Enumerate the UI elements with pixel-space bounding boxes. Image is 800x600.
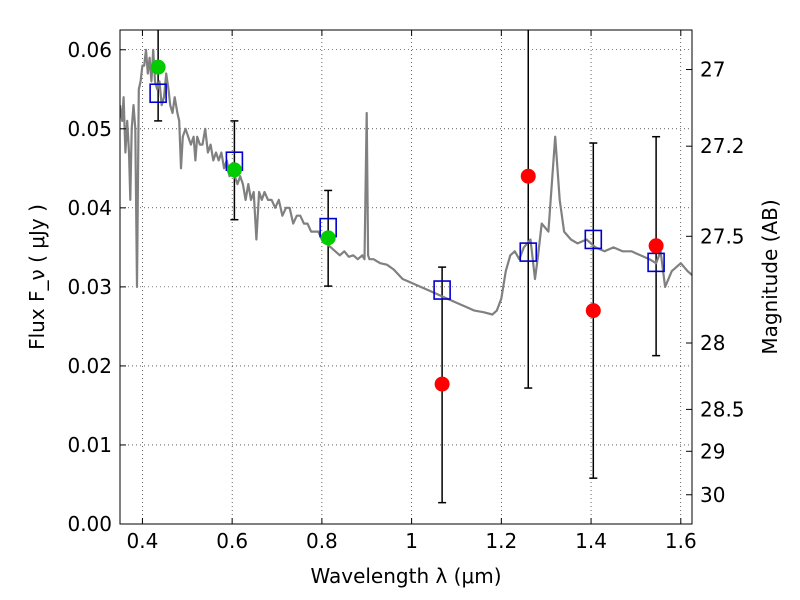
red-point bbox=[434, 376, 450, 392]
y-tick-label: 0.05 bbox=[67, 117, 112, 141]
model-square-point bbox=[433, 280, 451, 300]
y-tick-label: 0.01 bbox=[67, 433, 112, 457]
plot-background bbox=[120, 30, 692, 524]
y2-tick-label: 28 bbox=[700, 331, 725, 355]
y-tick-label: 0.04 bbox=[67, 196, 112, 220]
y-tick-label: 0.00 bbox=[67, 512, 112, 536]
green-point bbox=[226, 162, 242, 178]
red-point bbox=[648, 238, 664, 254]
model-square-point bbox=[149, 83, 167, 104]
red-point bbox=[585, 303, 601, 319]
x-tick-label: 0.4 bbox=[127, 529, 159, 553]
x-tick-label: 1.2 bbox=[485, 529, 517, 553]
x-tick-label: 1.4 bbox=[575, 529, 607, 553]
plot-frame bbox=[119, 29, 693, 525]
x-tick-label: 0.8 bbox=[306, 529, 338, 553]
y-tick-label: 0.02 bbox=[67, 354, 112, 378]
y2-tick-label: 27.2 bbox=[700, 134, 745, 158]
y2-tick-label: 27 bbox=[700, 58, 725, 82]
green-point bbox=[150, 59, 166, 75]
red-point bbox=[520, 168, 536, 184]
model-square-point bbox=[584, 229, 603, 250]
x-tick-label: 1 bbox=[405, 529, 418, 553]
y-axis-title: Flux F_ν ( μJy ) bbox=[25, 204, 49, 350]
x-axis-title: Wavelength λ (μm) bbox=[310, 564, 501, 588]
y-tick-label: 0.03 bbox=[67, 275, 112, 299]
y-tick-label: 0.06 bbox=[67, 38, 112, 62]
y2-tick-label: 29 bbox=[700, 439, 725, 463]
y2-axis-title: Magnitude (AB) bbox=[758, 199, 782, 354]
plot-area bbox=[120, 30, 692, 504]
green-point bbox=[320, 230, 336, 246]
y2-tick-label: 28.5 bbox=[700, 397, 745, 421]
y2-tick-label: 30 bbox=[700, 483, 725, 507]
model-square-point bbox=[519, 242, 538, 262]
x-tick-label: 0.6 bbox=[216, 529, 248, 553]
x-tick-label: 1.6 bbox=[665, 529, 697, 553]
model-square-point bbox=[647, 252, 665, 273]
y2-tick-label: 27.5 bbox=[700, 224, 745, 248]
axes: 0.4 0.6 0.8 1 1.2 1.4 1.6 0.00 0.01 0.02 0.03 0.04 0… bbox=[67, 30, 745, 553]
